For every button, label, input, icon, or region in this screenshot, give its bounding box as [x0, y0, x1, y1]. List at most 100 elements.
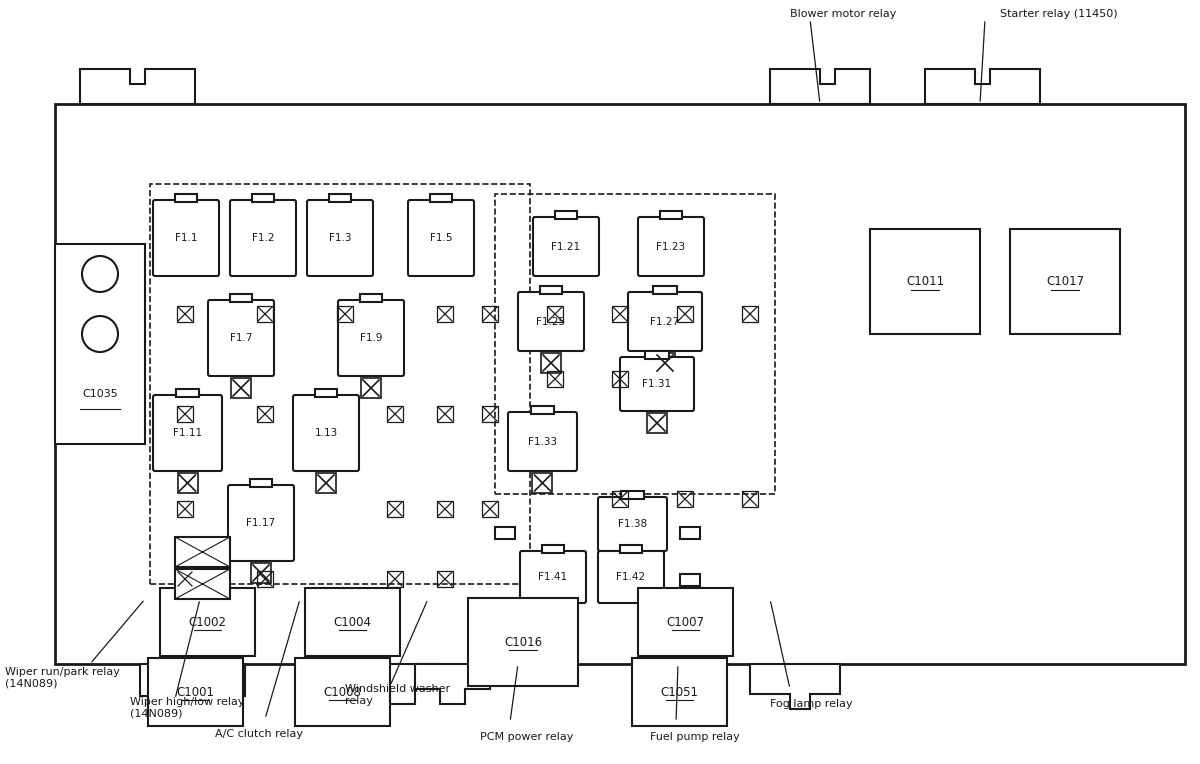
Bar: [482, 306, 498, 322]
Text: F1.1: F1.1: [175, 233, 197, 243]
Bar: [644, 351, 670, 359]
Bar: [305, 588, 400, 656]
Polygon shape: [140, 664, 245, 709]
Bar: [386, 571, 403, 587]
Text: F1.9: F1.9: [360, 333, 383, 343]
FancyBboxPatch shape: [154, 200, 220, 276]
Bar: [437, 501, 454, 517]
Text: F1.27: F1.27: [650, 316, 679, 326]
Text: C1035: C1035: [82, 389, 118, 399]
FancyBboxPatch shape: [598, 551, 664, 603]
Bar: [482, 406, 498, 422]
FancyBboxPatch shape: [338, 300, 404, 376]
Bar: [870, 229, 980, 334]
Text: F1.17: F1.17: [246, 518, 276, 528]
FancyBboxPatch shape: [508, 412, 577, 471]
FancyBboxPatch shape: [638, 217, 704, 276]
Text: F1.21: F1.21: [552, 241, 581, 251]
Bar: [386, 406, 403, 422]
Text: C1011: C1011: [906, 275, 944, 288]
Text: C1016: C1016: [504, 636, 542, 649]
Bar: [612, 306, 628, 322]
Bar: [622, 491, 644, 499]
Text: C1008: C1008: [324, 685, 361, 698]
Text: C1051: C1051: [660, 685, 698, 698]
Bar: [494, 527, 515, 539]
FancyBboxPatch shape: [533, 217, 599, 276]
Bar: [257, 406, 274, 422]
Bar: [612, 371, 628, 387]
Bar: [655, 353, 674, 373]
Bar: [430, 194, 452, 202]
Bar: [178, 306, 193, 322]
Bar: [175, 537, 230, 567]
Bar: [150, 184, 530, 584]
Text: C1004: C1004: [334, 616, 372, 629]
Bar: [148, 658, 244, 726]
Text: Wiper run/park relay
(14N089): Wiper run/park relay (14N089): [5, 668, 120, 689]
Text: C1001: C1001: [176, 685, 215, 698]
Bar: [178, 501, 193, 517]
Text: F1.38: F1.38: [618, 519, 647, 529]
Bar: [638, 588, 733, 656]
Bar: [360, 294, 382, 302]
Bar: [178, 406, 193, 422]
Bar: [230, 294, 252, 302]
Bar: [647, 413, 667, 433]
Polygon shape: [770, 69, 870, 104]
Text: F1.2: F1.2: [252, 233, 275, 243]
Text: PCM power relay: PCM power relay: [480, 732, 574, 742]
Bar: [547, 371, 563, 387]
Bar: [437, 571, 454, 587]
Bar: [660, 211, 682, 219]
FancyBboxPatch shape: [208, 300, 274, 376]
FancyBboxPatch shape: [518, 292, 584, 351]
FancyBboxPatch shape: [230, 200, 296, 276]
Bar: [316, 389, 337, 397]
Text: Windshield washer
relay: Windshield washer relay: [346, 685, 450, 706]
Bar: [55, 244, 145, 444]
Bar: [178, 473, 198, 493]
Bar: [541, 353, 560, 373]
Bar: [540, 286, 562, 294]
Bar: [532, 406, 554, 414]
Polygon shape: [415, 664, 490, 704]
Text: F1.42: F1.42: [617, 572, 646, 582]
FancyBboxPatch shape: [408, 200, 474, 276]
Text: C1017: C1017: [1046, 275, 1084, 288]
Bar: [437, 306, 454, 322]
Text: Blower motor relay: Blower motor relay: [790, 9, 896, 19]
Bar: [437, 406, 454, 422]
Polygon shape: [80, 69, 196, 104]
Text: A/C clutch relay: A/C clutch relay: [215, 729, 304, 739]
Bar: [482, 501, 498, 517]
Bar: [533, 473, 552, 493]
Text: F1.33: F1.33: [528, 436, 557, 446]
Bar: [178, 571, 193, 587]
Bar: [742, 491, 758, 507]
FancyBboxPatch shape: [307, 200, 373, 276]
Bar: [257, 571, 274, 587]
Text: F1.31: F1.31: [642, 379, 672, 389]
Bar: [620, 545, 642, 553]
Text: C1007: C1007: [666, 616, 704, 629]
Bar: [176, 389, 199, 397]
Bar: [251, 563, 271, 583]
Bar: [257, 306, 274, 322]
Bar: [612, 491, 628, 507]
Text: Fuel pump relay: Fuel pump relay: [650, 732, 739, 742]
Bar: [677, 491, 692, 507]
Bar: [542, 545, 564, 553]
Bar: [361, 378, 382, 398]
FancyBboxPatch shape: [598, 497, 667, 551]
Bar: [742, 306, 758, 322]
FancyBboxPatch shape: [620, 357, 694, 411]
Bar: [632, 658, 727, 726]
Bar: [680, 574, 700, 586]
Bar: [329, 194, 350, 202]
Bar: [295, 658, 390, 726]
Bar: [55, 104, 1184, 664]
Circle shape: [82, 316, 118, 352]
Text: F1.5: F1.5: [430, 233, 452, 243]
FancyBboxPatch shape: [293, 395, 359, 471]
